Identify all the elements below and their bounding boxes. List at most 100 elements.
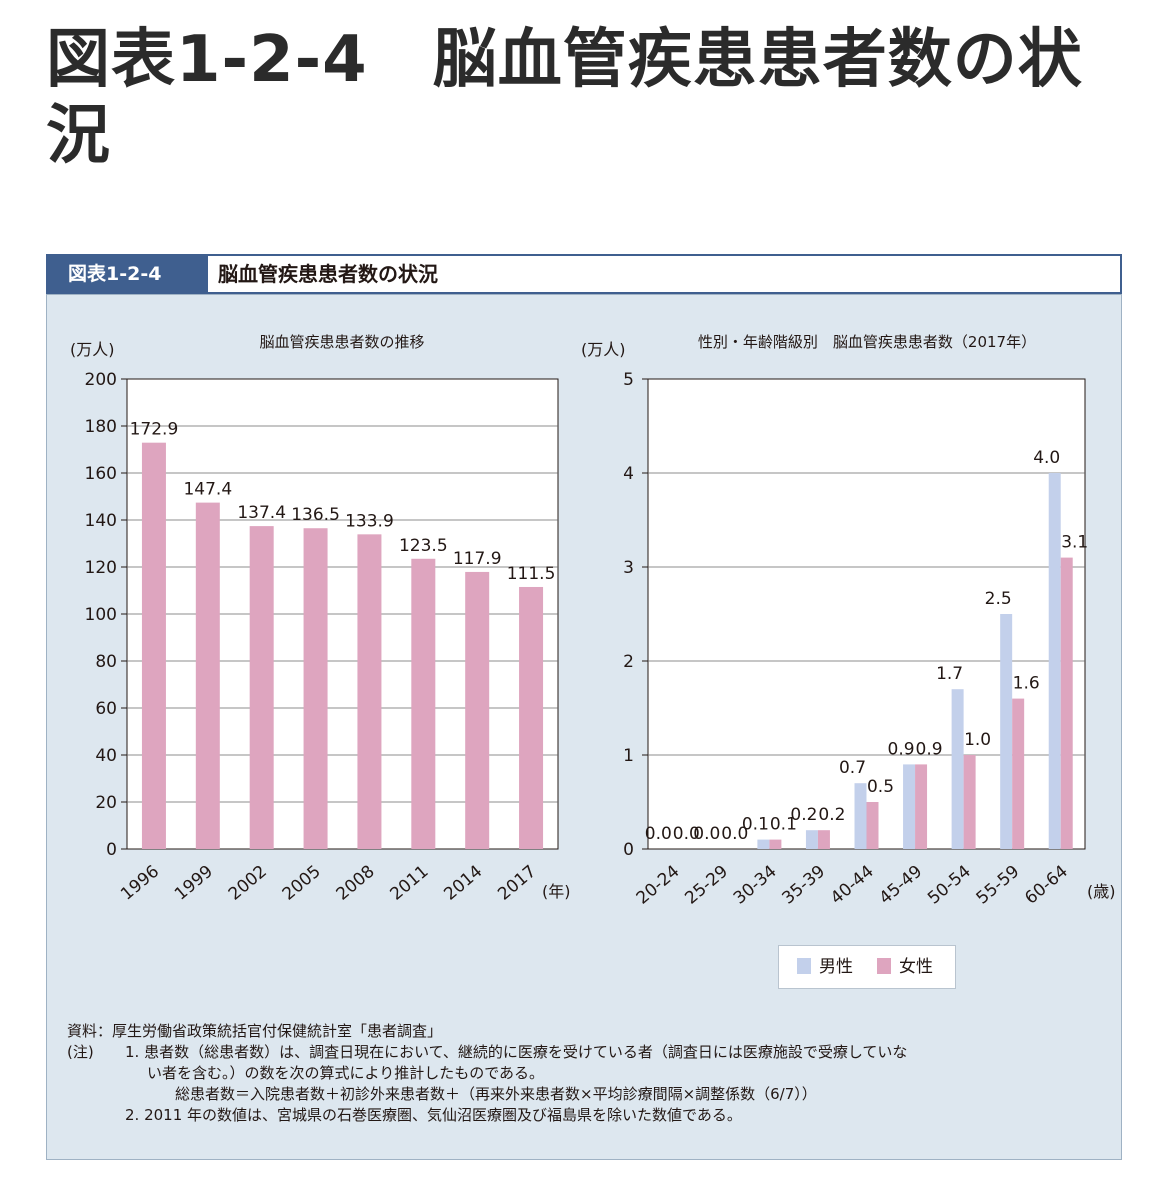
chart2-y-tick-label: 2 <box>623 652 634 672</box>
chart2-bar-female <box>963 755 976 849</box>
note-1-formula: 総患者数＝入院患者数＋初診外来患者数＋（再来外来患者数×平均診療間隔×調整係数（… <box>175 1085 817 1103</box>
chart1-bar <box>303 528 328 849</box>
chart1-x-tick-label: 1996 <box>117 862 163 905</box>
chart1-x-tick-label: 2014 <box>440 862 486 905</box>
figure-panel: 0 20 40 60 80 100 120 140 160 180 200 (万人) 脳血管疾患患者数の… <box>46 294 1122 1160</box>
chart1-x-tick-label: 2002 <box>225 862 271 905</box>
legend-label-male: 男性 <box>819 957 853 977</box>
chart2-value-label-female: 0.0 <box>721 824 748 844</box>
chart2-y-tick-label: 4 <box>623 464 634 484</box>
chart2-bar-female <box>1012 698 1025 849</box>
chart1-x-tick-label: 2017 <box>494 862 540 905</box>
chart1-title: 脳血管疾患患者数の推移 <box>259 333 424 351</box>
chart2-x-tick-label: 20-24 <box>633 862 684 909</box>
figure-header: 図表1-2-4 脳血管疾患患者数の状況 <box>46 254 1122 294</box>
chart2-value-label-male: 0.0 <box>645 824 672 844</box>
page-title: 図表1-2-4 脳血管疾患患者数の状況 <box>46 23 1083 173</box>
chart2-value-label-male: 0.1 <box>742 815 769 835</box>
chart2-bar-male <box>805 830 818 849</box>
note-1-line-2: い者を含む。）の数を次の算式により推計したものである。 <box>147 1064 545 1082</box>
chart1-value-label: 111.5 <box>507 564 556 584</box>
chart1-y-tick-label: 160 <box>85 464 117 484</box>
chart2-y-unit: (万人) <box>581 340 626 359</box>
chart2-x-tick-label: 45-49 <box>876 862 927 909</box>
chart1-y-tick-label: 80 <box>95 652 117 672</box>
chart1-value-label: 123.5 <box>399 536 448 556</box>
chart2-value-label-female: 0.1 <box>770 815 797 835</box>
chart2-y-tick-label: 0 <box>623 840 634 860</box>
chart1-y-tick-label: 100 <box>85 605 117 625</box>
chart2-bar-male <box>1048 473 1061 849</box>
legend-item-male: 男性 <box>797 957 853 977</box>
chart1-x-tick-label: 2008 <box>333 862 379 905</box>
chart1-x-tick-label: 1999 <box>171 862 217 905</box>
chart2-value-label-male: 0.2 <box>790 805 817 825</box>
legend-swatch-female <box>877 958 891 974</box>
chart1-y-tick-label: 60 <box>95 699 117 719</box>
chart1-bar <box>465 571 490 849</box>
legend-item-female: 女性 <box>877 957 933 977</box>
chart1-bar <box>411 558 436 849</box>
chart2-value-label-male: 0.7 <box>839 758 866 778</box>
chart1-x-tick-label: 2005 <box>279 862 325 905</box>
chart2-y-tick-label: 5 <box>623 370 634 390</box>
chart2-bar-male <box>854 783 867 849</box>
chart2-bar-male <box>757 839 770 849</box>
chart2-bar-female <box>866 802 879 849</box>
note-1-line-1: 1. 患者数（総患者数）は、調査日現在において、継続的に医療を受けている者（調査… <box>125 1043 908 1061</box>
figure-title: 脳血管疾患患者数の状況 <box>218 262 438 286</box>
chart2-value-label-female: 0.5 <box>867 777 894 797</box>
chart1-y-tick-label: 120 <box>85 558 117 578</box>
source-note: 資料：厚生労働省政策統括官付保健統計室「患者調査」 <box>67 1022 443 1040</box>
chart1-bar <box>357 534 382 849</box>
chart2-value-label-female: 0.2 <box>818 805 845 825</box>
chart2-bar-female <box>769 839 782 849</box>
chart2-bar-male <box>951 689 964 849</box>
chart2-x-tick-label: 50-54 <box>924 862 975 909</box>
chart2-x-tick-label: 35-39 <box>778 862 829 909</box>
chart2-value-label-male: 0.0 <box>693 824 720 844</box>
chart1-value-label: 147.4 <box>183 480 232 500</box>
note-label: (注) <box>67 1043 94 1061</box>
notes: 資料：厚生労働省政策統括官付保健統計室「患者調査」 (注) 1. 患者数（総患者… <box>67 1021 1107 1126</box>
chart2-bar-female <box>817 830 830 849</box>
chart1-y-tick-label: 140 <box>85 511 117 531</box>
chart2-x-tick-label: 30-34 <box>730 862 781 909</box>
note-1: (注) 1. 患者数（総患者数）は、調査日現在において、継続的に医療を受けている… <box>67 1042 1107 1063</box>
chart1-bar <box>195 502 220 849</box>
chart1-y-tick-label: 200 <box>85 370 117 390</box>
figure-label: 図表1-2-4 <box>48 256 208 292</box>
legend: 男性 女性 <box>778 945 956 989</box>
chart1-value-label: 137.4 <box>237 503 286 523</box>
chart1-value-label: 136.5 <box>291 505 340 525</box>
chart1-bar <box>249 526 274 849</box>
legend-swatch-male <box>797 958 811 974</box>
chart1-value-label: 172.9 <box>130 420 179 440</box>
chart2-x-tick-label: 60-64 <box>1021 862 1072 909</box>
chart1-y-tick-label: 0 <box>106 840 117 860</box>
chart1-x-tick-label: 2011 <box>387 862 433 905</box>
chart2-value-label-female: 1.0 <box>964 730 991 750</box>
chart1-x-unit: (年) <box>542 882 571 901</box>
chart1-y-tick-label: 20 <box>95 793 117 813</box>
chart2-bar-female <box>915 764 928 849</box>
chart2-y-tick-label: 3 <box>623 558 634 578</box>
chart2-value-label-male: 1.7 <box>936 664 963 684</box>
chart1-y-tick-label: 180 <box>85 417 117 437</box>
chart2-value-label-female: 1.6 <box>1013 674 1040 694</box>
chart2-value-label-male: 2.5 <box>985 589 1012 609</box>
legend-label-female: 女性 <box>899 957 933 977</box>
chart2-value-label-female: 0.0 <box>673 824 700 844</box>
chart1-bar <box>141 442 166 849</box>
chart2-bar-male <box>903 764 916 849</box>
chart2-value-label-female: 3.1 <box>1061 533 1088 553</box>
chart1-y-tick-label: 40 <box>95 746 117 766</box>
chart2-value-label-male: 0.9 <box>888 739 915 759</box>
chart2-x-unit: (歳) <box>1087 882 1116 901</box>
chart2-title: 性別・年齢階級別 脳血管疾患患者数（2017年） <box>698 333 1036 351</box>
chart2-value-label-female: 0.9 <box>916 739 943 759</box>
chart2-bar-male <box>1000 614 1013 849</box>
chart1-value-label: 117.9 <box>453 549 502 569</box>
note-2: 2. 2011 年の数値は、宮城県の石巻医療圏、気仙沼医療圏及び福島県を除いた数… <box>125 1106 742 1124</box>
